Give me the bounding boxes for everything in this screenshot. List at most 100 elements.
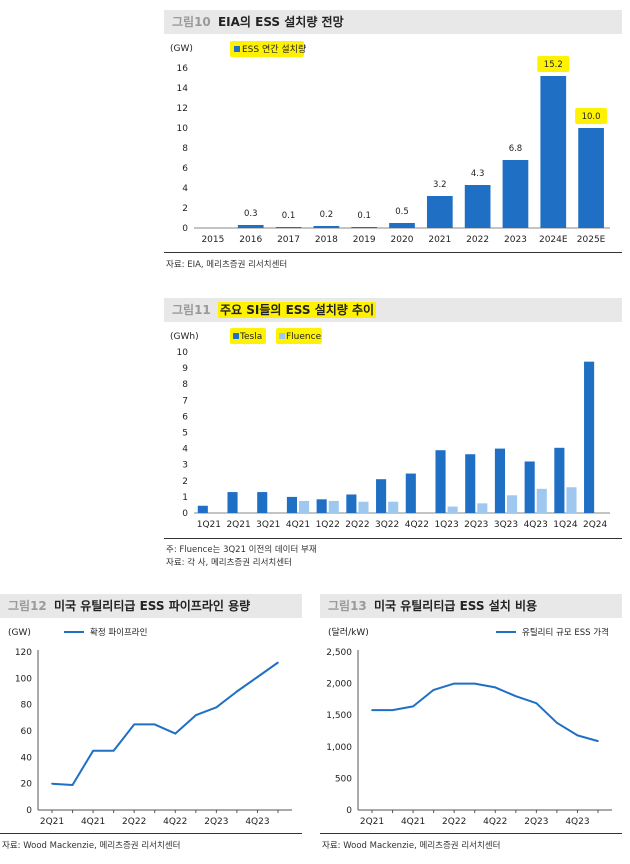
fig13-data-point — [412, 705, 414, 708]
fig11-bar-fluence — [536, 488, 547, 513]
fig13-data-point — [494, 686, 497, 689]
fig12-xtick-label: 4Q21 — [81, 817, 105, 827]
fig11-ytick-label: 0 — [182, 509, 188, 519]
fig13-ytick-label: 0 — [346, 806, 352, 816]
fig10-xtick-label: 2025E — [577, 235, 606, 245]
fig10-ytick-label: 4 — [182, 184, 188, 194]
fig13-series-line — [372, 682, 599, 743]
fig11-xtick-label: 3Q22 — [375, 520, 399, 530]
fig13-data-point — [432, 689, 435, 691]
fig13-ytick-label: 500 — [335, 774, 352, 784]
fig12-series-line — [51, 661, 279, 786]
fig11-xtick-label: 2Q23 — [464, 520, 488, 530]
fig12-divider — [0, 833, 302, 834]
fig11-legend-tesla-highlight — [230, 328, 266, 344]
fig11-ytick-label: 6 — [182, 412, 188, 422]
fig13-ytick-label: 2,500 — [326, 648, 352, 658]
fig11-bar-tesla — [494, 448, 505, 513]
fig10-data-label: 3.2 — [433, 180, 447, 190]
fig10-data-label-highlight — [575, 108, 608, 124]
fig10-bar — [351, 227, 378, 228]
fig10-unit-label: (GW) — [170, 44, 193, 54]
fig12-ytick-label: 100 — [15, 674, 32, 684]
fig12-data-point — [92, 749, 94, 752]
fig10-xtick-label: 2021 — [428, 235, 451, 245]
fig13-data-point — [576, 734, 579, 737]
fig10-data-label: 6.8 — [509, 144, 523, 154]
fig11-ytick-label: 10 — [177, 348, 189, 358]
fig11-title: 주요 SI들의 ESS 설치량 추이 — [217, 302, 377, 318]
fig11-unit-label: (GWh) — [170, 332, 199, 342]
fig10-bar — [578, 128, 604, 228]
fig12-data-point — [133, 723, 135, 726]
fig13-source: 자료: Wood Mackenzie, 메리츠증권 리서치센터 — [322, 841, 501, 851]
fig11-legend-fluence-label: Fluence — [286, 332, 322, 342]
fig13-number: 그림13 — [328, 599, 367, 613]
fig11-legend-tesla-label: Tesla — [239, 332, 262, 342]
fig13-data-point — [535, 702, 538, 704]
fig10-bar — [237, 225, 264, 228]
fig10-divider — [164, 252, 622, 253]
fig11-divider — [164, 538, 622, 539]
fig11-header: 그림11 주요 SI들의 ESS 설치량 추이 — [164, 298, 622, 322]
fig13-ytick-label: 1,000 — [326, 743, 352, 753]
fig12-data-point — [236, 690, 238, 693]
fig12-title: 미국 유틸리티급 ESS 파이프라인 용량 — [53, 599, 251, 613]
fig11-bar-tesla — [257, 492, 268, 513]
fig11-bar-fluence — [299, 500, 310, 513]
fig12-xtick-label: 2Q21 — [40, 817, 64, 827]
fig12-xtick-label: 4Q22 — [163, 817, 187, 827]
fig11-bar-tesla — [554, 447, 565, 513]
fig11-ytick-label: 2 — [182, 477, 188, 487]
fig10-xtick-label: 2019 — [353, 235, 376, 245]
fig10-bar — [313, 226, 340, 228]
fig11-bar-tesla — [376, 479, 387, 513]
fig13-xtick-label: 4Q22 — [483, 817, 507, 827]
fig10-legend-swatch — [234, 46, 240, 52]
fig11-bar-fluence — [447, 506, 458, 513]
fig12-chart: (GW) 확정 파이프라인 0 20 40 60 80 100 120 2Q21 4Q21 2Q22 4… — [8, 627, 292, 827]
fig11-xtick-label: 1Q23 — [434, 520, 458, 530]
fig13-ytick-label: 1,500 — [326, 711, 352, 721]
fig12-xtick-label: 2Q23 — [204, 817, 228, 827]
fig10-xtick-label: 2022 — [466, 235, 489, 245]
fig11-ytick-label: 5 — [182, 429, 188, 439]
fig10-data-label: 0.1 — [282, 211, 296, 221]
fig13-xtick-label: 2Q21 — [360, 817, 384, 827]
fig10-legend-label: ESS 연간 설치량 — [242, 43, 306, 55]
fig10-data-label: 15.2 — [544, 60, 563, 70]
fig12-data-point — [256, 676, 259, 678]
fig11-source: 자료: 각 사, 메리츠증권 리서치센터 — [166, 558, 292, 568]
fig11-bar-fluence — [328, 500, 339, 513]
fig10-data-label: 0.2 — [320, 210, 334, 220]
fig12-data-point — [277, 661, 279, 664]
fig10-ytick-label: 12 — [177, 104, 188, 114]
fig11-bar-tesla — [435, 450, 446, 513]
fig12-header: 그림12 미국 유틸리티급 ESS 파이프라인 용량 — [0, 594, 302, 618]
fig12-ytick-label: 60 — [21, 727, 33, 737]
fig12-data-point — [153, 723, 156, 726]
fig10-ytick-label: 0 — [182, 224, 188, 234]
fig13-chart: (달러/kW) 유틸리티 규모 ESS 가격 0 500 1,000 1,500 2,000… — [326, 626, 612, 827]
fig11-bar-fluence — [388, 501, 399, 513]
fig10-ytick-label: 16 — [177, 64, 189, 74]
fig12-ytick-label: 40 — [21, 753, 33, 763]
fig11-bar-tesla — [286, 496, 297, 513]
fig10-legend-highlight — [230, 41, 304, 57]
fig11-ytick-label: 8 — [182, 380, 188, 390]
fig11-xtick-label: 1Q24 — [553, 520, 578, 530]
fig10-xtick-label: 2017 — [277, 235, 300, 245]
fig10-header: 그림10 EIA의 ESS 설치량 전망 — [164, 10, 622, 34]
fig11-chart: (GWh) Tesla Fluence 0 1 2 3 4 5 6 7 8 9 10 1Q21 2Q21 3Q2… — [170, 328, 610, 530]
fig10-ytick-label: 14 — [177, 84, 189, 94]
fig10-bar — [426, 196, 453, 228]
fig13-title: 미국 유틸리티급 ESS 설치 비용 — [373, 599, 538, 613]
fig12-data-point — [215, 706, 218, 709]
fig10-data-label: 0.1 — [357, 211, 371, 221]
fig10-data-label: 0.3 — [244, 209, 258, 219]
fig11-xtick-label: 1Q22 — [316, 520, 340, 530]
fig11-ytick-label: 1 — [182, 493, 188, 503]
fig11-bar-fluence — [358, 501, 369, 513]
fig11-bar-tesla — [197, 505, 208, 513]
fig10-ytick-label: 8 — [182, 144, 188, 154]
